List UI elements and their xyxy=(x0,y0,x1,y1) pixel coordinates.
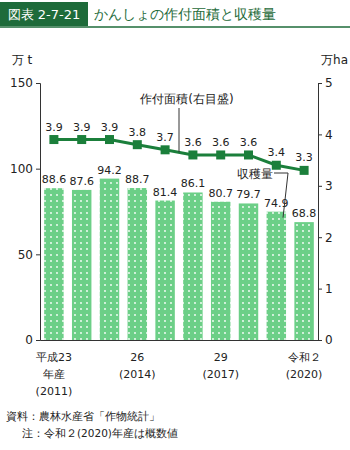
bar-label: 80.7 xyxy=(208,187,233,200)
bar xyxy=(294,222,313,340)
y2-tick-mark xyxy=(318,237,322,238)
bar-label: 88.7 xyxy=(125,173,150,186)
y2-tick-label: 5 xyxy=(325,76,333,90)
line-marker xyxy=(300,166,309,175)
y-tick-mark xyxy=(36,254,40,255)
y-axis-title: 万 t xyxy=(12,53,33,67)
bar-label: 87.6 xyxy=(69,175,94,188)
line-marker xyxy=(244,150,253,159)
line-label: 3.9 xyxy=(45,121,63,134)
y2-tick: 3 xyxy=(318,179,333,193)
y-axis: 0 50 100 150 xyxy=(10,76,40,347)
x-tick: 令和２(2020) xyxy=(286,340,323,381)
y-tick-label: 50 xyxy=(18,248,33,262)
bar-label: 68.8 xyxy=(292,207,317,220)
line-label: 3.6 xyxy=(240,136,258,149)
y2-tick-label: 1 xyxy=(325,282,333,296)
bar xyxy=(267,212,286,340)
line-marker xyxy=(216,150,225,159)
x-tick-label: 令和２(2020) xyxy=(286,351,323,381)
bar-callout: 収穫量 xyxy=(237,167,273,181)
y2-tick: 1 xyxy=(318,282,333,296)
y2-tick-mark xyxy=(318,340,322,341)
y-tick-mark xyxy=(36,340,40,341)
bar xyxy=(239,203,258,340)
y2-tick-label: 2 xyxy=(325,231,333,245)
y2-tick: 5 xyxy=(318,76,333,90)
line-callout: 作付面積(右目盛) xyxy=(139,92,233,106)
bar-label: 88.6 xyxy=(42,173,67,186)
y2-tick-label: 4 xyxy=(325,128,333,142)
plot-marks xyxy=(44,135,314,340)
y2-tick-label: 3 xyxy=(325,179,333,193)
y2-tick: 0 xyxy=(318,333,333,347)
y2-tick-mark xyxy=(318,134,322,135)
bar xyxy=(128,188,147,340)
y2-tick: 4 xyxy=(318,128,333,142)
bar xyxy=(100,179,119,340)
bar-label: 86.1 xyxy=(181,177,206,190)
line-marker xyxy=(161,145,170,154)
title-rule xyxy=(0,26,350,28)
axis-line xyxy=(319,84,323,341)
y-tick: 150 xyxy=(10,76,40,90)
y-tick: 100 xyxy=(10,162,40,176)
axis-line xyxy=(41,340,319,341)
figure-number: 図表 2-7-21 xyxy=(8,7,81,22)
bar xyxy=(211,202,230,340)
bar-label: 94.2 xyxy=(97,164,122,177)
line-marker xyxy=(105,135,114,144)
line-label: 3.9 xyxy=(101,121,119,134)
bar xyxy=(183,192,202,340)
y-tick-mark xyxy=(36,169,40,170)
chart: 図表 2-7-21 かんしょの作付面積と収穫量 0 50 100 150 0 1 2 3 4 5 平成2… xyxy=(0,0,350,450)
x-axis: 平成23年産(2011) 26(2014) 29(2017) 令和２(2020) xyxy=(36,340,323,398)
x-tick-label: 26(2014) xyxy=(119,351,156,381)
line-marker xyxy=(77,135,86,144)
x-tick: 26(2014) xyxy=(119,340,156,381)
x-tick: 平成23年産(2011) xyxy=(36,340,73,398)
source: 資料：農林水産省「作物統計」 xyxy=(6,410,160,422)
line-label: 3.7 xyxy=(156,131,174,144)
line-marker xyxy=(133,140,142,149)
line-marker xyxy=(49,135,58,144)
bar xyxy=(44,188,63,340)
y2-tick-mark xyxy=(318,289,322,290)
y2-axis: 0 1 2 3 4 5 xyxy=(318,76,333,347)
y2-tick-mark xyxy=(318,83,322,84)
y2-axis-title: 万ha xyxy=(321,53,348,67)
y-tick-label: 0 xyxy=(25,333,33,347)
axis-line xyxy=(36,84,41,341)
line-label: 3.3 xyxy=(295,151,313,164)
line-label: 3.6 xyxy=(184,136,202,149)
line-label: 3.4 xyxy=(268,146,286,159)
y-tick: 50 xyxy=(18,248,40,262)
bar xyxy=(72,190,91,340)
callout-leader xyxy=(179,108,180,152)
line-marker xyxy=(188,150,197,159)
y-tick: 0 xyxy=(25,333,40,347)
y-tick-label: 150 xyxy=(10,76,33,90)
bar xyxy=(155,201,174,340)
title-badge xyxy=(0,2,88,26)
x-tick: 29(2017) xyxy=(202,340,239,381)
y-tick-mark xyxy=(36,83,40,84)
y2-tick-label: 0 xyxy=(325,333,333,347)
y2-tick: 2 xyxy=(318,231,333,245)
y-tick-label: 100 xyxy=(10,162,33,176)
note: 注：令和２(2020)年産は概数値 xyxy=(22,427,178,439)
x-tick-label: 29(2017) xyxy=(202,351,239,381)
x-tick-label: 平成23年産(2011) xyxy=(36,351,73,398)
line-label: 3.9 xyxy=(73,121,91,134)
title: かんしょの作付面積と収穫量 xyxy=(94,6,276,22)
line-label: 3.8 xyxy=(129,126,147,139)
bar-label: 81.4 xyxy=(153,186,178,199)
y2-tick-mark xyxy=(318,186,322,187)
line-label: 3.6 xyxy=(212,136,230,149)
bar-label: 79.7 xyxy=(236,188,261,201)
line-marker xyxy=(272,161,281,170)
callout-leader xyxy=(274,173,288,218)
